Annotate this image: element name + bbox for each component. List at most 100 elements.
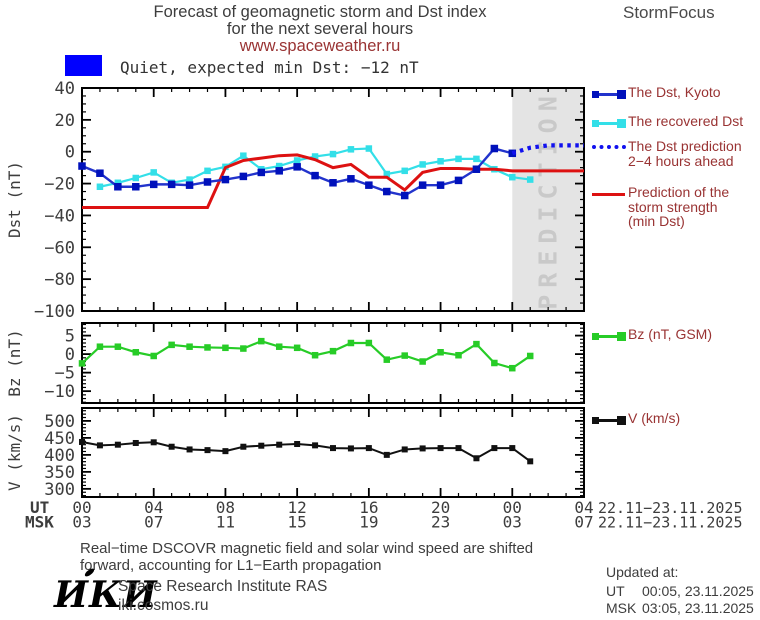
legend-marker [592, 120, 599, 127]
legend-marker [617, 332, 626, 341]
marker-the-recovered-dst [96, 183, 104, 191]
marker-bz-nt-gsm [347, 339, 355, 347]
ut-tick-label: 04 [144, 498, 163, 517]
marker-the-dst-kyoto [132, 183, 140, 191]
marker-the-dst-kyoto [221, 175, 230, 184]
updated-label: Updated at: [606, 564, 679, 580]
marker-bz-nt-gsm [186, 343, 193, 350]
marker-the-dst-kyoto [149, 180, 158, 189]
msk-tick-label: 07 [144, 513, 163, 532]
legend-item-storm-strength: Prediction of the storm strength (min Ds… [592, 185, 729, 229]
legend-label: The recovered Dst [628, 113, 744, 129]
brand-label: StormFocus [623, 3, 715, 22]
series-v-km-s [81, 440, 531, 463]
updated-ut-value: 00:05, 23.11.2025 [642, 582, 754, 599]
marker-the-dst-kyoto [114, 183, 122, 191]
dst-ytick-label: −60 [44, 238, 75, 258]
legend-item-bz: Bz (nT, GSM) [592, 327, 712, 343]
marker-v-km-s [186, 446, 193, 453]
prediction-dotted-swatch-icon [592, 141, 626, 155]
marker-the-dst-kyoto [436, 181, 445, 189]
legend-item-recovered-dst: The recovered Dst [592, 114, 743, 130]
legend-label-line: storm strength [628, 198, 718, 215]
marker-the-recovered-dst [311, 153, 319, 160]
marker-bz-nt-gsm [437, 349, 444, 356]
dst-ytick-label: −40 [44, 206, 75, 226]
marker-the-recovered-dst [293, 157, 301, 164]
legend-marker [617, 416, 626, 425]
ut-tick-label: 00 [72, 498, 91, 517]
title-line-2: for the next several hours [226, 20, 414, 38]
legend-dotted-line [592, 145, 626, 149]
marker-bz-nt-gsm [222, 344, 229, 352]
ut-tick-label: 16 [359, 498, 378, 517]
marker-bz-nt-gsm [275, 343, 283, 350]
msk-tick-label: 07 [574, 513, 593, 532]
msk-tick-label: 11 [216, 513, 235, 532]
marker-the-dst-kyoto [78, 162, 86, 170]
marker-v-km-s [330, 445, 336, 452]
bz-ytick-label: 0 [65, 345, 75, 365]
marker-v-km-s [204, 447, 211, 454]
marker-bz-nt-gsm [509, 364, 516, 372]
dst-ytick-label: 20 [55, 111, 75, 131]
marker-v-km-s [258, 442, 265, 449]
marker-the-dst-kyoto [185, 181, 194, 189]
marker-v-km-s [114, 441, 121, 448]
marker-v-km-s [168, 443, 175, 450]
marker-bz-nt-gsm [419, 358, 426, 365]
legend-line [592, 122, 625, 125]
legend-marker [617, 119, 626, 128]
iki-logo-text: ИКИ [54, 574, 158, 616]
marker-bz-nt-gsm [204, 344, 211, 351]
institute-name: Space Research Institute RAS [118, 578, 328, 595]
marker-the-recovered-dst [383, 170, 391, 178]
marker-v-km-s [347, 445, 354, 452]
updated-msk-value: 03:05, 23.11.2025 [642, 600, 754, 616]
kyoto-line-swatch-icon [592, 87, 626, 101]
marker-the-recovered-dst [240, 152, 247, 159]
institute-site: iki.cosmos.ru [118, 597, 209, 614]
marker-the-dst-kyoto [400, 191, 409, 200]
updated-block: Updated at: UT 00:05, 23.11.2025 MSK 03:05… [606, 564, 754, 618]
marker-the-dst-kyoto [347, 175, 355, 183]
bz-ytick-label: −5 [55, 364, 75, 384]
msk-tick-label: 19 [359, 513, 378, 532]
marker-the-recovered-dst [401, 167, 408, 175]
dst-ylabel: Dst (nT) [5, 161, 24, 238]
marker-the-recovered-dst [186, 176, 193, 183]
msk-date-range: 22.11−23.11.2025 [598, 514, 743, 532]
marker-the-recovered-dst [204, 167, 211, 175]
dst-ytick-label: 0 [65, 143, 75, 163]
dst-frame [81, 87, 585, 312]
marker-bz-nt-gsm [329, 347, 337, 355]
series-prediction-of-the-storm-strength-min-dst [82, 153, 584, 209]
footnote-line-2: forward, accounting for L1−Earth propaga… [80, 557, 382, 574]
marker-the-dst-kyoto [203, 178, 212, 186]
marker-the-dst-kyoto [418, 181, 427, 189]
marker-the-dst-kyoto [365, 181, 373, 189]
title-line-1: Forecast of geomagnetic storm and Dst in… [153, 3, 487, 21]
ut-row-label: UT [30, 498, 49, 517]
bz-panel: 50−5−10 Bz (nT) [5, 322, 585, 404]
marker-the-dst-kyoto [454, 176, 463, 185]
bz-line-swatch-icon [592, 329, 626, 343]
marker-bz-nt-gsm [473, 340, 480, 348]
ut-tick-label: 04 [574, 498, 593, 517]
marker-the-recovered-dst [473, 155, 480, 163]
marker-the-recovered-dst [329, 150, 337, 158]
marker-the-dst-kyoto [257, 168, 266, 177]
marker-the-recovered-dst [365, 145, 373, 152]
marker-v-km-s [419, 445, 426, 452]
legend-item-v: V (km/s) [592, 411, 680, 427]
marker-bz-nt-gsm [455, 351, 462, 359]
marker-bz-nt-gsm [78, 360, 86, 367]
legend-line [592, 419, 625, 422]
marker-the-dst-kyoto [311, 171, 319, 180]
ut-tick-label: 20 [431, 498, 450, 517]
marker-the-recovered-dst [275, 162, 283, 170]
marker-v-km-s [312, 442, 319, 449]
legend-line [592, 335, 625, 338]
legend-label-line: 2−4 hours ahead [628, 152, 734, 169]
marker-v-km-s [222, 448, 229, 455]
